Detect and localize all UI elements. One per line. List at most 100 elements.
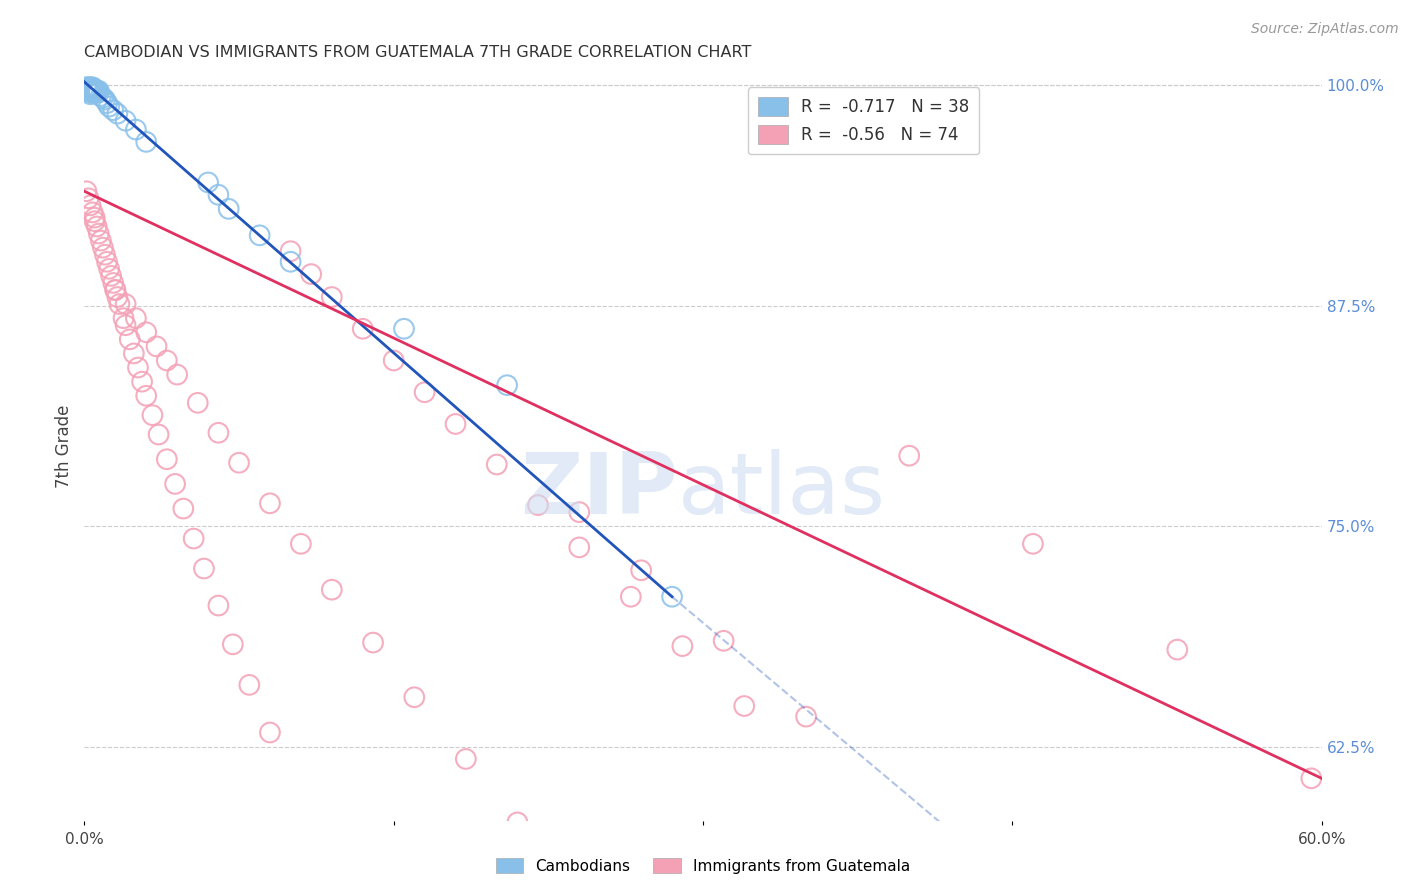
Point: [77, 80, 100, 95]
Point: [91, 241, 114, 255]
Point: [197, 176, 219, 190]
Point: [280, 254, 302, 268]
Point: [321, 582, 343, 597]
Point: [90, 234, 112, 248]
Point: [82, 84, 104, 98]
Point: [228, 456, 250, 470]
Point: [77, 82, 100, 96]
Point: [91, 91, 114, 105]
Point: [485, 458, 508, 472]
Point: [193, 561, 215, 575]
Point: [79, 82, 101, 96]
Point: [135, 326, 157, 340]
Point: [280, 244, 302, 259]
Y-axis label: 7th Grade: 7th Grade: [55, 404, 73, 488]
Point: [299, 267, 322, 281]
Point: [105, 290, 128, 304]
Point: [87, 84, 110, 98]
Point: [103, 103, 125, 117]
Point: [86, 84, 108, 98]
Point: [238, 678, 260, 692]
Point: [145, 339, 167, 353]
Point: [413, 385, 436, 400]
Point: [108, 297, 131, 311]
Point: [135, 135, 157, 149]
Point: [1301, 772, 1323, 786]
Point: [249, 228, 271, 243]
Point: [392, 322, 415, 336]
Point: [187, 396, 209, 410]
Point: [104, 283, 127, 297]
Point: [82, 205, 104, 219]
Point: [222, 637, 245, 651]
Point: [87, 227, 110, 241]
Point: [1166, 642, 1188, 657]
Point: [82, 82, 104, 96]
Point: [100, 268, 122, 283]
Point: [94, 248, 117, 262]
Point: [568, 505, 591, 519]
Point: [122, 346, 145, 360]
Point: [444, 417, 467, 431]
Point: [141, 408, 163, 422]
Point: [83, 84, 105, 98]
Point: [568, 541, 591, 555]
Point: [620, 590, 643, 604]
Point: [98, 100, 121, 114]
Point: [86, 219, 108, 234]
Point: [75, 184, 97, 198]
Point: [112, 311, 135, 326]
Point: [125, 122, 148, 136]
Point: [82, 86, 104, 100]
Point: [103, 276, 125, 290]
Point: [79, 87, 101, 102]
Point: [87, 86, 110, 100]
Point: [321, 290, 343, 304]
Point: [96, 96, 118, 111]
Point: [86, 86, 108, 100]
Point: [114, 113, 136, 128]
Point: [352, 322, 374, 336]
Point: [79, 84, 101, 98]
Point: [156, 452, 179, 467]
Point: [404, 690, 426, 705]
Point: [527, 498, 550, 512]
Legend: Cambodians, Immigrants from Guatemala: Cambodians, Immigrants from Guatemala: [489, 852, 917, 880]
Point: [630, 563, 652, 577]
Legend: R =  -0.717   N = 38, R =  -0.56   N = 74: R = -0.717 N = 38, R = -0.56 N = 74: [748, 87, 979, 154]
Point: [218, 202, 240, 216]
Point: [114, 318, 136, 333]
Point: [733, 699, 755, 714]
Point: [207, 425, 229, 440]
Text: ZIP: ZIP: [520, 450, 678, 533]
Point: [259, 725, 281, 739]
Point: [361, 635, 384, 649]
Point: [94, 93, 117, 107]
Point: [207, 599, 229, 613]
Point: [83, 86, 105, 100]
Point: [90, 89, 112, 103]
Point: [661, 590, 683, 604]
Point: [118, 332, 141, 346]
Point: [166, 368, 188, 382]
Text: atlas: atlas: [678, 450, 886, 533]
Point: [207, 187, 229, 202]
Point: [79, 86, 101, 100]
Text: CAMBODIAN VS IMMIGRANTS FROM GUATEMALA 7TH GRADE CORRELATION CHART: CAMBODIAN VS IMMIGRANTS FROM GUATEMALA 7…: [84, 45, 752, 61]
Point: [165, 476, 187, 491]
Point: [259, 496, 281, 510]
Point: [82, 80, 104, 95]
Point: [172, 501, 194, 516]
Point: [898, 449, 921, 463]
Point: [156, 353, 179, 368]
Point: [131, 375, 153, 389]
Point: [79, 80, 101, 95]
Point: [83, 211, 105, 225]
Point: [135, 389, 157, 403]
Point: [79, 198, 101, 212]
Point: [794, 709, 817, 723]
Point: [75, 80, 97, 95]
Point: [104, 283, 127, 297]
Point: [83, 214, 105, 228]
Point: [105, 106, 128, 120]
